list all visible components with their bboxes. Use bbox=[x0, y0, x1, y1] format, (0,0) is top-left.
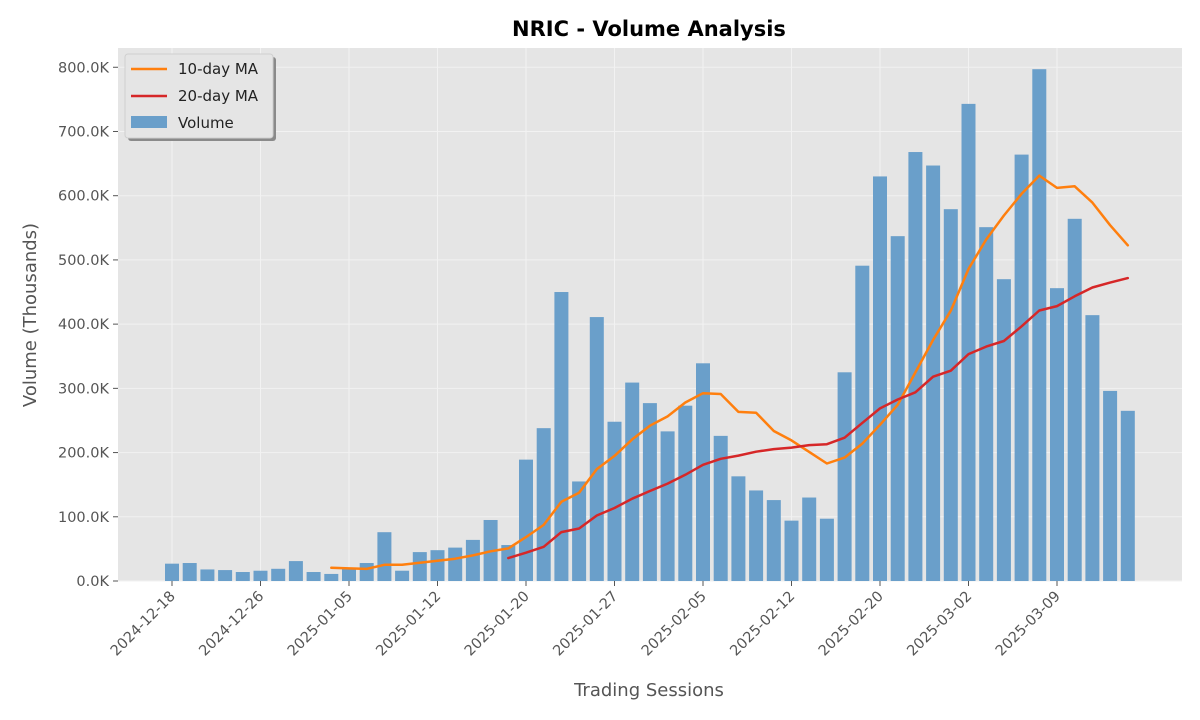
volume-bar bbox=[430, 550, 445, 581]
y-axis-label: Volume (Thousands) bbox=[20, 223, 41, 407]
volume-bar bbox=[678, 405, 693, 581]
volume-bar bbox=[1120, 410, 1135, 581]
volume-bar bbox=[448, 547, 463, 581]
volume-bar bbox=[943, 209, 958, 582]
chart-title: NRIC - Volume Analysis bbox=[512, 17, 786, 41]
volume-bar bbox=[660, 431, 675, 581]
volume-bar bbox=[377, 532, 392, 581]
volume-bar bbox=[554, 292, 569, 581]
volume-bar bbox=[784, 520, 799, 581]
volume-bar bbox=[501, 545, 516, 581]
y-tick-label: 100.0K bbox=[58, 510, 110, 526]
volume-bar bbox=[359, 563, 374, 581]
volume-bar bbox=[253, 570, 268, 581]
volume-bar bbox=[589, 317, 604, 581]
volume-bar bbox=[996, 279, 1011, 581]
ma-line-10-day-ma bbox=[330, 174, 1130, 571]
volume-bar bbox=[1103, 390, 1118, 581]
volume-bar bbox=[731, 476, 746, 581]
volume-bar bbox=[908, 152, 923, 582]
y-tick-label: 500.0K bbox=[58, 253, 110, 269]
volume-bar bbox=[324, 573, 339, 581]
volume-bar bbox=[572, 481, 587, 581]
volume-bar bbox=[979, 227, 994, 582]
y-axis-ticks: 0.0K 100.0K 200.0K 300.0K 400.0K 500.0K 600.0K… bbox=[58, 60, 118, 590]
volume-bar bbox=[802, 497, 817, 581]
x-axis-label: Trading Sessions bbox=[573, 680, 724, 701]
legend: 10-day MA 20-day MA Volume bbox=[124, 53, 276, 141]
volume-bar bbox=[873, 176, 887, 582]
volume-bar bbox=[1014, 154, 1029, 581]
volume-bar bbox=[395, 570, 410, 581]
volume-bar bbox=[306, 572, 321, 581]
moving-average-lines bbox=[330, 174, 1130, 571]
y-tick-label: 700.0K bbox=[58, 124, 110, 140]
volume-bar bbox=[696, 363, 710, 581]
volume-bar bbox=[1085, 315, 1100, 581]
y-tick-label: 300.0K bbox=[58, 381, 110, 397]
ma-line-20-day-ma bbox=[507, 276, 1130, 560]
volume-bar bbox=[218, 570, 233, 581]
legend-label-20day-ma: 20-day MA bbox=[178, 87, 259, 105]
volume-bar bbox=[465, 539, 480, 581]
y-tick-label: 200.0K bbox=[58, 446, 110, 462]
volume-bar bbox=[342, 568, 356, 581]
volume-bar bbox=[288, 561, 303, 581]
y-tick-label: 600.0K bbox=[58, 189, 110, 205]
volume-bars bbox=[165, 69, 1135, 582]
y-tick-label: 800.0K bbox=[58, 60, 110, 76]
volume-bar bbox=[819, 518, 834, 581]
volume-bar bbox=[412, 552, 427, 581]
volume-bar bbox=[890, 236, 905, 581]
legend-label-10day-ma: 10-day MA bbox=[178, 60, 259, 78]
volume-bar bbox=[1032, 69, 1047, 582]
legend-swatch-volume bbox=[131, 116, 167, 128]
volume-bar bbox=[536, 428, 551, 581]
y-tick-label: 0.0K bbox=[76, 574, 109, 590]
volume-bar bbox=[1050, 288, 1064, 581]
y-tick-label: 400.0K bbox=[58, 317, 110, 333]
legend-label-volume: Volume bbox=[178, 114, 234, 132]
volume-bar bbox=[625, 382, 640, 581]
volume-bar bbox=[961, 103, 976, 581]
volume-bar bbox=[182, 563, 197, 581]
volume-bar bbox=[713, 435, 728, 581]
volume-bar bbox=[749, 490, 764, 581]
volume-bar bbox=[271, 568, 286, 581]
volume-bar bbox=[837, 372, 852, 581]
volume-bar bbox=[519, 459, 533, 581]
volume-bar bbox=[926, 165, 941, 582]
volume-bar bbox=[766, 500, 781, 581]
volume-bar bbox=[165, 563, 179, 581]
volume-bar bbox=[607, 421, 622, 581]
volume-bar bbox=[235, 572, 250, 581]
volume-bar bbox=[1067, 218, 1082, 581]
volume-bar bbox=[200, 569, 215, 581]
